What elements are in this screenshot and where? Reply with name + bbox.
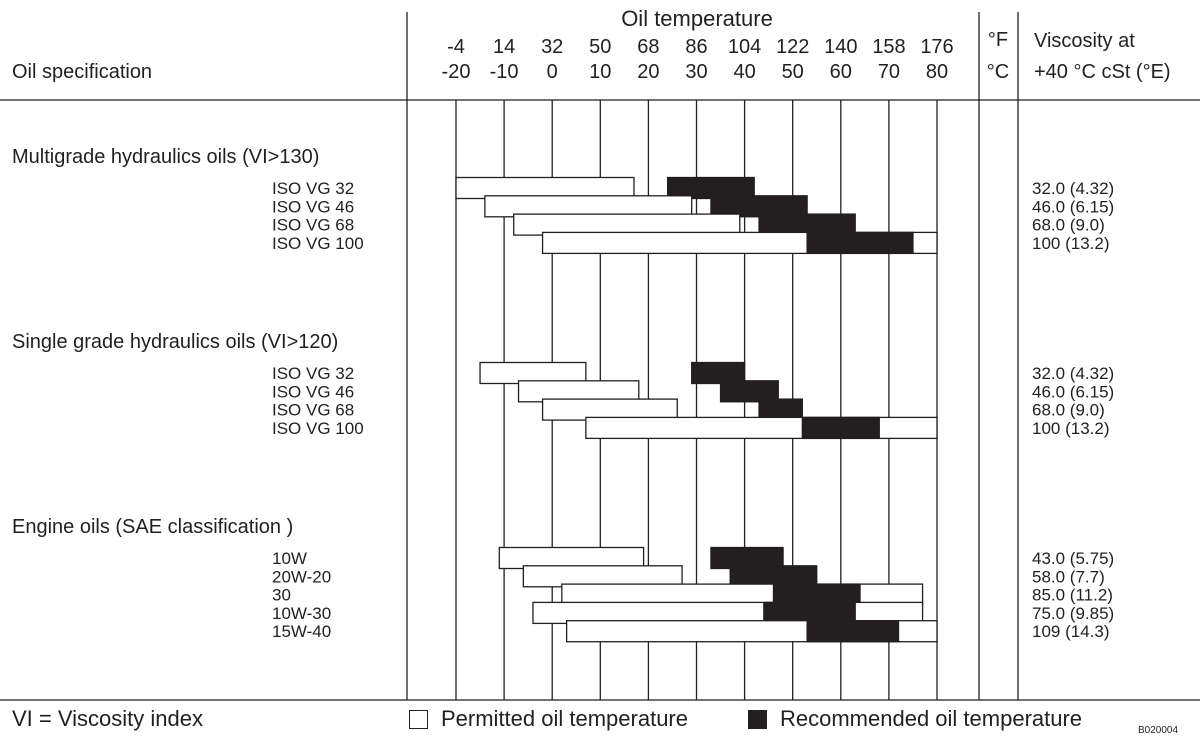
- recommended-range-bar: [806, 231, 914, 255]
- tick-label-c: -10: [490, 61, 519, 83]
- figure-id: B020004: [1138, 725, 1179, 736]
- tick-label-f: 86: [685, 36, 707, 58]
- oil-grade-label: ISO VG 46: [272, 197, 354, 216]
- tick-label-f: 140: [824, 36, 857, 58]
- tick-label-c: 10: [589, 61, 611, 83]
- viscosity-value: 32.0 (4.32): [1032, 179, 1114, 198]
- recommended-swatch: [748, 709, 767, 729]
- tick-label-f: 122: [776, 36, 809, 58]
- viscosity-value: 46.0 (6.15): [1032, 197, 1114, 216]
- fahrenheit-unit-label: °F: [988, 29, 1008, 51]
- recommended-range-bar: [801, 416, 880, 440]
- oil-grade-label: ISO VG 32: [272, 364, 354, 383]
- tick-label-c: 50: [782, 61, 804, 83]
- group-title: Engine oils (SAE classification ): [12, 516, 293, 538]
- viscosity-value: 109 (14.3): [1032, 622, 1110, 641]
- group-title: Multigrade hydraulics oils (VI>130): [12, 146, 319, 168]
- oil-grade-label: ISO VG 100: [272, 234, 364, 253]
- tick-label-f: 50: [589, 36, 611, 58]
- vi-note: VI = Viscosity index: [12, 706, 203, 732]
- tick-label-c: 40: [733, 61, 755, 83]
- viscosity-value: 75.0 (9.85): [1032, 604, 1114, 623]
- permitted-range-bar: [585, 416, 938, 440]
- oil-grade-label: ISO VG 100: [272, 419, 364, 438]
- viscosity-value: 85.0 (11.2): [1032, 586, 1113, 605]
- oil-grade-label: ISO VG 32: [272, 179, 354, 198]
- oil-specification-header: Oil specification: [12, 61, 152, 83]
- tick-label-f: -4: [447, 36, 465, 58]
- viscosity-value: 46.0 (6.15): [1032, 382, 1114, 401]
- permitted-swatch: [409, 709, 428, 729]
- recommended-range-bar: [719, 380, 779, 403]
- oil-grade-label: 30: [272, 586, 291, 605]
- legend-recommended: Recommended oil temperature: [748, 706, 1082, 732]
- tick-label-f: 14: [493, 36, 515, 58]
- viscosity-header-line2: +40 °C cSt (°E): [1034, 61, 1171, 83]
- legend-recommended-label: Recommended oil temperature: [780, 706, 1083, 731]
- oil-grade-label: 15W-40: [272, 622, 331, 641]
- tick-label-f: 158: [872, 36, 905, 58]
- tick-label-c: 70: [878, 61, 900, 83]
- oil-grade-label: ISO VG 68: [272, 401, 354, 420]
- celsius-unit-label: °C: [987, 61, 1009, 83]
- tick-label-c: 20: [637, 61, 659, 83]
- viscosity-value: 100 (13.2): [1032, 419, 1110, 438]
- oil-grade-label: 20W-20: [272, 567, 331, 586]
- chart-labels: -4 -20 14 -10 32 0 50 10 68 20 86 30 104 40 122 50 140 60…: [12, 36, 1114, 641]
- tick-label-c: -20: [442, 61, 471, 83]
- viscosity-value: 100 (13.2): [1032, 234, 1110, 253]
- oil-grade-label: ISO VG 46: [272, 382, 354, 401]
- vi-note-text: VI = Viscosity index: [12, 706, 203, 731]
- tick-label-c: 0: [547, 61, 558, 83]
- tick-label-f: 104: [728, 36, 761, 58]
- viscosity-value: 43.0 (5.75): [1032, 549, 1114, 568]
- legend-permitted: Permitted oil temperature: [409, 706, 688, 732]
- recommended-range-bar: [806, 620, 900, 643]
- viscosity-value: 68.0 (9.0): [1032, 401, 1105, 420]
- tick-label-c: 80: [926, 61, 948, 83]
- tick-label-c: 30: [685, 61, 707, 83]
- viscosity-value: 32.0 (4.32): [1032, 364, 1114, 383]
- viscosity-value: 58.0 (7.7): [1032, 567, 1105, 586]
- oil-grade-label: 10W: [272, 549, 307, 568]
- tick-label-f: 176: [920, 36, 953, 58]
- tick-label-f: 32: [541, 36, 563, 58]
- legend-permitted-label: Permitted oil temperature: [441, 706, 688, 731]
- viscosity-value: 68.0 (9.0): [1032, 216, 1105, 235]
- viscosity-header-line1: Viscosity at: [1034, 30, 1135, 52]
- tick-label-f: 68: [637, 36, 659, 58]
- oil-temperature-title: Oil temperature: [621, 6, 773, 31]
- recommended-range-bar: [691, 361, 746, 385]
- group-title: Single grade hydraulics oils (VI>120): [12, 331, 338, 353]
- oil-grade-label: 10W-30: [272, 604, 331, 623]
- tick-label-c: 60: [830, 61, 852, 83]
- oil-grade-label: ISO VG 68: [272, 216, 354, 235]
- chart-bars: [455, 176, 938, 643]
